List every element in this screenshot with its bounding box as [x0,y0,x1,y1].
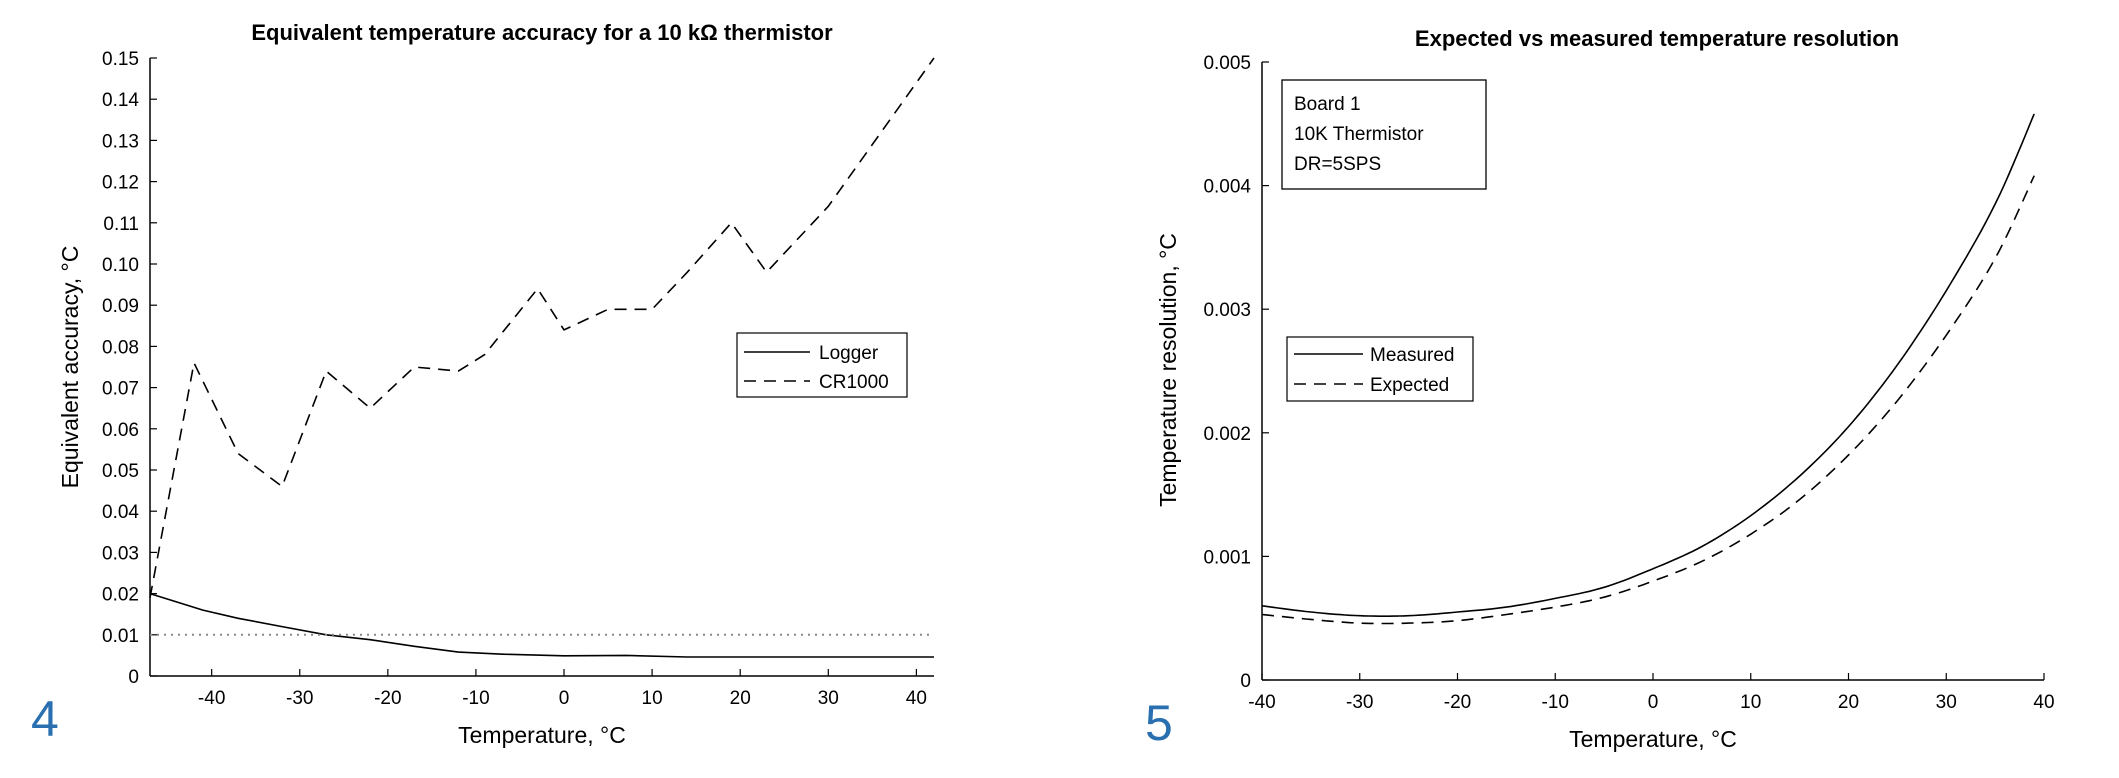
x-tick-label: -10 [1542,692,1569,713]
x-tick-label: 40 [2033,692,2054,713]
y-tick-label: 0.04 [102,502,139,523]
y-tick-label: 0 [128,667,139,688]
y-tick-label: 0.004 [1203,177,1251,198]
panel-number-4: 4 [31,691,59,747]
legend-label-expected: Expected [1370,375,1449,396]
x-tick-label: 40 [906,688,927,709]
chart-title: Expected vs measured temperature resolut… [1415,26,1899,51]
x-tick-label: -20 [1444,692,1471,713]
y-tick-label: 0.09 [102,296,139,317]
x-tick-label: 10 [642,688,663,709]
y-tick-label: 0.10 [102,255,139,276]
legend: Measured Expected [1286,336,1474,402]
plot-area: -40 -30 -20 -10 0 10 20 30 40 0 0.01 0.02 0.03 0.04 0.… [102,49,935,709]
plot-area: -40 -30 -20 -10 0 10 20 30 40 0 0.001 0.002 0.003 0.0… [1203,53,2054,713]
x-tick-label: -30 [1346,692,1373,713]
y-tick-label: 0.08 [102,337,139,358]
y-tick-label: 0.05 [102,461,139,482]
legend: Logger CR1000 [736,332,908,398]
annotation-box: Board 1 10K Thermistor DR=5SPS [1281,79,1487,190]
x-axis-label: Temperature, °C [1569,726,1737,752]
ticks-group: -40 -30 -20 -10 0 10 20 30 40 0 0.01 0.02 0.03 0.04 0.… [102,49,927,709]
x-axis-label: Temperature, °C [458,722,626,748]
x-tick-label: 20 [730,688,751,709]
series-line-expected [1261,175,2035,625]
series-group [1261,113,2035,625]
x-tick-label: -40 [198,688,225,709]
y-tick-label: 0.15 [102,49,139,70]
annotation-line-3: DR=5SPS [1294,154,1381,175]
legend-label-logger: Logger [819,343,879,364]
ticks-group: -40 -30 -20 -10 0 10 20 30 40 0 0.001 0.002 0.003 0.0… [1203,53,2054,713]
chart-title: Equivalent temperature accuracy for a 10… [251,20,833,45]
y-tick-label: 0.001 [1203,547,1251,568]
x-tick-label: -10 [462,688,489,709]
annotation-line-1: Board 1 [1294,94,1361,115]
legend-box [1286,336,1474,402]
x-tick-label: -30 [286,688,313,709]
y-tick-label: 0.002 [1203,424,1251,445]
chart-accuracy: Equivalent temperature accuracy for a 10… [57,20,935,748]
y-axis-label: Temperature resolution, °C [1155,233,1181,507]
x-tick-label: 30 [818,688,839,709]
series-line-logger [149,592,934,658]
y-tick-label: 0.11 [103,214,139,235]
panel-number-5: 5 [1145,695,1173,751]
y-tick-label: 0.12 [102,173,139,194]
series-line-cr1000 [149,57,935,598]
series-line-measured [1261,113,2035,618]
y-tick-label: 0 [1240,671,1251,692]
legend-box [736,332,908,398]
y-tick-label: 0.14 [102,90,139,111]
y-tick-label: 0.13 [102,131,139,152]
legend-label-cr1000: CR1000 [819,372,889,393]
y-tick-label: 0.005 [1203,53,1251,74]
x-tick-label: 0 [559,688,570,709]
annotation-line-2: 10K Thermistor [1294,124,1424,145]
y-tick-label: 0.01 [102,626,139,647]
y-tick-label: 0.03 [102,543,139,564]
y-axis-label: Equivalent accuracy, °C [57,246,83,489]
legend-label-measured: Measured [1370,345,1455,366]
y-tick-label: 0.003 [1203,300,1251,321]
x-tick-label: -20 [374,688,401,709]
x-tick-label: 20 [1838,692,1859,713]
chart-resolution: Expected vs measured temperature resolut… [1155,26,2055,752]
x-tick-label: 30 [1936,692,1957,713]
x-tick-label: -40 [1248,692,1275,713]
y-tick-label: 0.06 [102,420,139,441]
annotation-frame [1281,79,1487,190]
y-tick-label: 0.02 [102,585,139,606]
series-group [149,57,935,658]
y-tick-label: 0.07 [102,379,139,400]
x-tick-label: 0 [1648,692,1659,713]
x-tick-label: 10 [1740,692,1761,713]
